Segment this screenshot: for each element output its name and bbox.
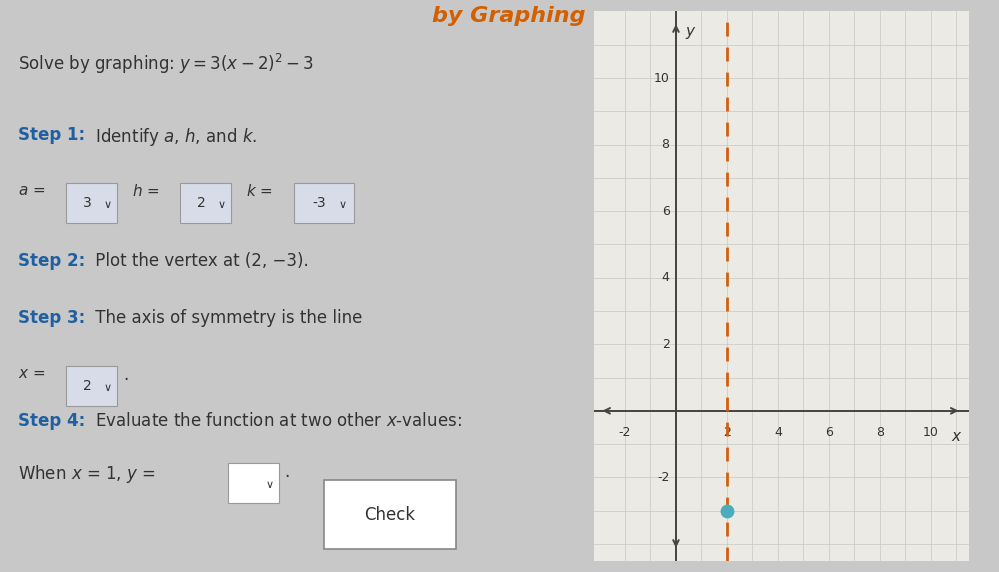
Text: 8: 8 (876, 426, 884, 439)
Text: -3: -3 (312, 196, 326, 210)
Text: Identify $a$, $h$, and $k$.: Identify $a$, $h$, and $k$. (90, 126, 257, 148)
FancyBboxPatch shape (228, 463, 279, 503)
Text: 2: 2 (197, 196, 206, 210)
Text: Step 1:: Step 1: (18, 126, 85, 144)
Text: $y$: $y$ (685, 25, 696, 41)
Text: $k$ =: $k$ = (246, 183, 273, 199)
Text: .: . (285, 463, 290, 481)
Text: 6: 6 (661, 205, 669, 217)
Text: by Graphing: by Graphing (432, 6, 585, 26)
Text: ∨: ∨ (266, 480, 274, 490)
Text: Plot the vertex at (2, −3).: Plot the vertex at (2, −3). (90, 252, 309, 269)
Text: When $x$ = 1, $y$ =: When $x$ = 1, $y$ = (18, 463, 156, 485)
FancyBboxPatch shape (324, 480, 456, 549)
Text: ∨: ∨ (104, 200, 112, 210)
Text: $x$ =: $x$ = (18, 366, 45, 381)
Text: ∨: ∨ (218, 200, 226, 210)
Text: 10: 10 (923, 426, 939, 439)
Text: 8: 8 (661, 138, 669, 151)
Text: 6: 6 (825, 426, 833, 439)
Text: $h$ =: $h$ = (132, 183, 160, 199)
FancyBboxPatch shape (66, 183, 117, 223)
Text: -2: -2 (657, 471, 669, 484)
Text: 2: 2 (83, 379, 92, 393)
Text: 2: 2 (723, 426, 731, 439)
Text: Solve by graphing: $y = 3(x-2)^2 - 3$: Solve by graphing: $y = 3(x-2)^2 - 3$ (18, 51, 314, 76)
Text: ∨: ∨ (104, 383, 112, 393)
Text: 4: 4 (661, 271, 669, 284)
Text: Check: Check (364, 506, 416, 524)
Text: 3: 3 (83, 196, 92, 210)
Text: $x$: $x$ (950, 429, 962, 444)
Text: -2: -2 (618, 426, 631, 439)
Text: ∨: ∨ (339, 200, 347, 210)
Text: $a$ =: $a$ = (18, 183, 45, 198)
Text: The axis of symmetry is the line: The axis of symmetry is the line (90, 309, 363, 327)
Text: 4: 4 (774, 426, 782, 439)
Text: Step 4:: Step 4: (18, 412, 85, 430)
FancyBboxPatch shape (294, 183, 354, 223)
Text: Evaluate the function at two other $x$-values:: Evaluate the function at two other $x$-v… (90, 412, 462, 430)
Text: 2: 2 (661, 337, 669, 351)
Text: Step 3:: Step 3: (18, 309, 85, 327)
FancyBboxPatch shape (66, 366, 117, 406)
Text: 10: 10 (653, 72, 669, 85)
Text: Step 2:: Step 2: (18, 252, 85, 269)
FancyBboxPatch shape (180, 183, 231, 223)
Text: .: . (123, 366, 128, 384)
